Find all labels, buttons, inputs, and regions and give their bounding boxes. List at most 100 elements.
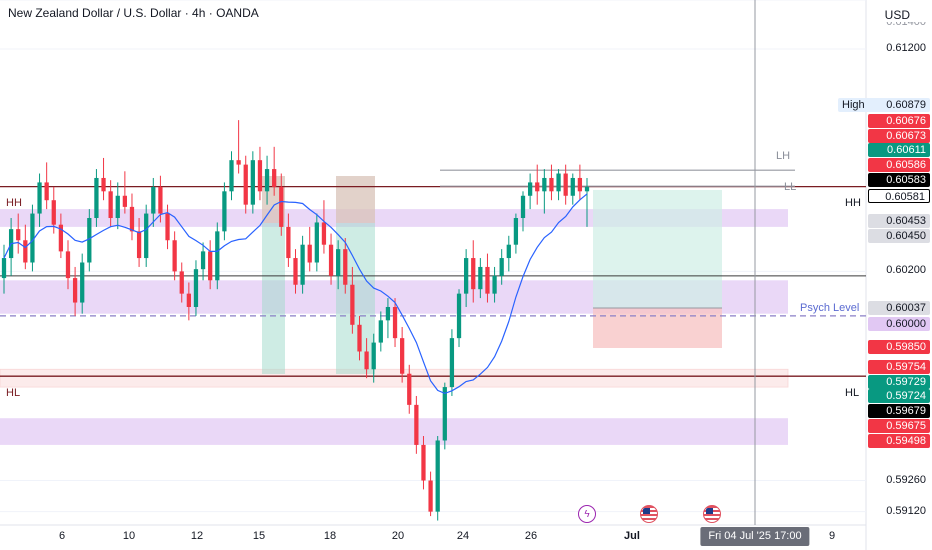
high-value: 0.60879 [886,99,926,111]
x-tick-label: 12 [190,530,204,542]
candle-body [328,244,334,276]
symbol-title: New Zealand Dollar / U.S. Dollar · 4h · … [8,6,259,20]
candle-body [577,177,583,192]
price-tag: 0.60586 [868,158,930,172]
candle-body [65,251,71,279]
candle-body [535,182,540,192]
candle-body [485,266,490,294]
ll-label: LL [784,181,797,193]
candle-body [172,240,177,272]
candle-body [72,278,78,303]
candle-body [350,284,355,325]
price-tag: 0.59679 [868,404,930,418]
candle-body [1,258,7,279]
candle-body [464,258,469,294]
price-tag: 0.60453 [868,214,930,228]
y-tick-label: 0.60200 [886,264,926,277]
candle-body [471,258,476,290]
candle-body [300,244,305,285]
candle-body [193,269,199,307]
candle-body [58,224,64,252]
candle-body [414,404,419,445]
price-tag: 0.60037 [868,301,930,315]
price-tag: 0.59498 [868,434,930,448]
candle-body [357,324,362,352]
bolt-event-icon[interactable]: ϟ [578,505,596,523]
candle-body [257,160,263,192]
us-flag-event-icon[interactable] [703,505,721,523]
price-tag: 0.60583 [868,173,930,187]
candle-body [499,258,504,276]
candle-body [364,351,369,370]
price-tag: 0.60673 [868,129,930,143]
candle-body [549,177,554,192]
candle-body [215,231,220,281]
candle-body [321,222,327,245]
candle-body [136,231,142,259]
candle-body [442,387,447,441]
price-tag: 0.60000 [868,317,930,331]
x-tick-label: 15 [252,530,266,542]
candle-body [229,160,234,192]
currency-label[interactable]: USD [884,8,910,22]
high-label: High [842,99,865,111]
price-tag: 0.59754 [868,360,930,374]
candle-body [293,258,298,285]
candle-body [236,160,241,165]
candle-body [400,338,405,374]
candle-body [80,262,85,303]
zone-box [0,209,788,227]
candle-body [101,177,106,192]
candle-body [428,480,433,512]
x-tick-label: 10 [122,530,136,542]
candle-body [200,251,206,270]
x-tick-label: 26 [524,530,538,542]
y-tick-label: 0.59260 [886,473,926,486]
candle-body [513,218,519,245]
candle-body [307,244,312,263]
zone-box [0,368,789,388]
price-tag: 0.59729 [868,375,930,389]
us-flag-event-icon[interactable] [640,505,658,523]
candle-body [421,444,426,481]
y-tick-label: 0.61400 [886,22,926,28]
candle-body [186,293,191,307]
red-session-box [336,176,375,223]
candle-body [158,186,163,214]
x-tick-label: 18 [323,530,337,542]
zone-box [0,418,788,445]
candle-body [222,191,227,232]
candle-body [23,240,28,263]
candle-body [44,182,49,201]
candle-body [378,320,383,343]
candle-body [584,186,590,192]
candle-body [279,186,284,227]
candle-body [208,251,213,281]
candle-body [527,182,533,196]
price-tag: 0.60676 [868,114,930,128]
candle-body [144,213,149,259]
candle-body [449,338,455,388]
price-tag: High 0.60879 [838,98,930,112]
candle-body [122,195,127,207]
candle-body [250,160,255,205]
target-zone [593,190,722,308]
price-tag: 0.60581 [868,189,930,203]
x-tick-label: Jul [624,530,640,542]
candle-body [556,173,561,192]
lh-label: LH [776,150,791,162]
y-tick-label: 0.61200 [886,41,926,54]
candle-body [570,177,575,196]
candle-body [435,440,440,512]
x-tick-label: 20 [391,530,405,542]
y-tick-label: 0.59120 [886,504,926,517]
candle-body [343,249,348,285]
candle-body [392,306,398,339]
candle-body [542,177,547,192]
hl-right-label: HL [845,387,860,399]
candle-body [115,195,120,219]
price-tag: 0.59850 [868,340,930,354]
x-tick-label: 6 [58,530,66,542]
candle-body [37,182,42,214]
